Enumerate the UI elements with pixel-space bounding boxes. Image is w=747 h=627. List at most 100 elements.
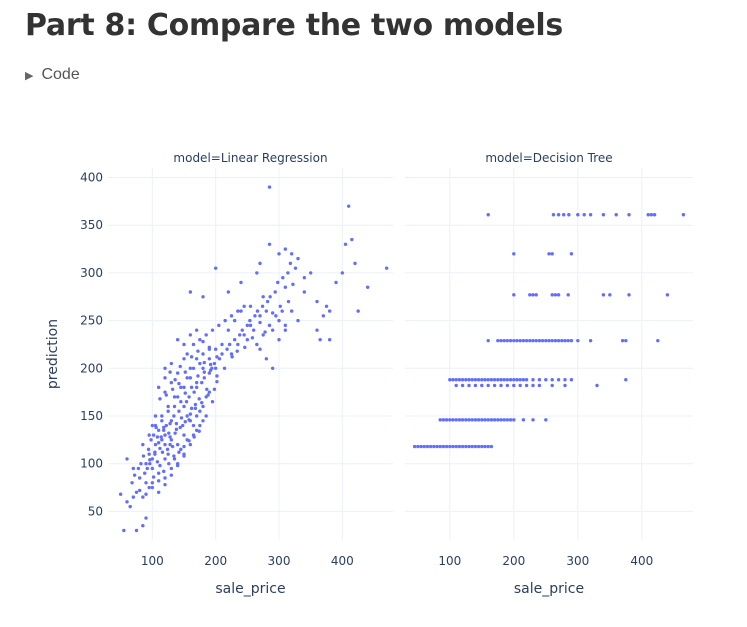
data-point [266,300,269,303]
data-point [309,271,312,274]
data-point [589,213,592,216]
data-point [318,338,321,341]
data-point [215,355,218,358]
data-point [201,295,204,298]
data-point [233,338,236,341]
x-tick-label: 200 [204,554,227,568]
data-point [525,339,528,342]
data-point [461,378,464,381]
x-tick-label: 400 [331,554,354,568]
data-point [455,384,458,387]
data-point [258,321,261,324]
data-point [215,374,218,377]
data-point [182,405,185,408]
data-point [182,357,185,360]
data-point [238,333,241,336]
data-point [233,319,236,322]
data-point [182,343,185,346]
data-point [151,481,154,484]
data-point [522,339,525,342]
data-point [227,290,230,293]
data-point [490,378,493,381]
data-point [477,418,480,421]
data-point [499,418,502,421]
data-point [160,414,163,417]
data-point [230,314,233,317]
data-point [255,271,258,274]
data-point [490,418,493,421]
data-point [230,352,233,355]
data-point [621,339,624,342]
data-point [258,348,261,351]
data-point [206,393,209,396]
data-point [528,339,531,342]
data-point [223,367,226,370]
data-point [236,343,239,346]
y-tick-label: 300 [80,266,103,280]
data-point [570,339,573,342]
data-point [243,346,246,349]
data-point [196,374,199,377]
data-point [567,213,570,216]
data-point [280,309,283,312]
data-point [161,451,164,454]
data-point [385,266,388,269]
data-point [265,357,268,360]
data-point [512,339,515,342]
data-point [241,328,244,331]
data-point [165,393,168,396]
data-point [522,418,525,421]
data-point [173,395,176,398]
data-point [185,400,188,403]
data-point [220,352,223,355]
data-point [461,418,464,421]
data-point [256,309,259,312]
data-point [274,290,277,293]
data-point [151,467,154,470]
data-point [647,213,650,216]
data-point [277,319,280,322]
data-point [173,431,176,434]
data-point [217,324,220,327]
data-point [471,378,474,381]
data-point [458,378,461,381]
data-point [531,384,534,387]
data-point [185,414,188,417]
data-point [214,266,217,269]
data-point [172,414,175,417]
data-point [125,457,128,460]
data-point [535,293,538,296]
data-point [265,309,268,312]
data-point [144,516,147,519]
data-point [448,445,451,448]
facet-title: model=Decision Tree [485,151,612,165]
data-point [474,445,477,448]
data-point [209,369,212,372]
data-point [544,418,547,421]
x-tick-label: 300 [566,554,589,568]
data-point [499,384,502,387]
data-point [263,330,266,333]
data-point [525,378,528,381]
data-point [198,397,201,400]
data-point [147,486,150,489]
data-point [185,352,188,355]
x-tick-label: 100 [141,554,164,568]
data-point [451,445,454,448]
data-point [557,213,560,216]
data-point [177,410,180,413]
data-point [499,378,502,381]
data-point [493,378,496,381]
data-point [198,410,201,413]
data-point [230,355,233,358]
data-point [487,213,490,216]
data-point [195,328,198,331]
data-point [163,433,166,436]
data-point [562,213,565,216]
data-point [480,384,483,387]
data-point [190,386,193,389]
x-tick-label: 400 [630,554,653,568]
data-point [143,472,146,475]
data-point [528,293,531,296]
data-point [122,529,125,532]
